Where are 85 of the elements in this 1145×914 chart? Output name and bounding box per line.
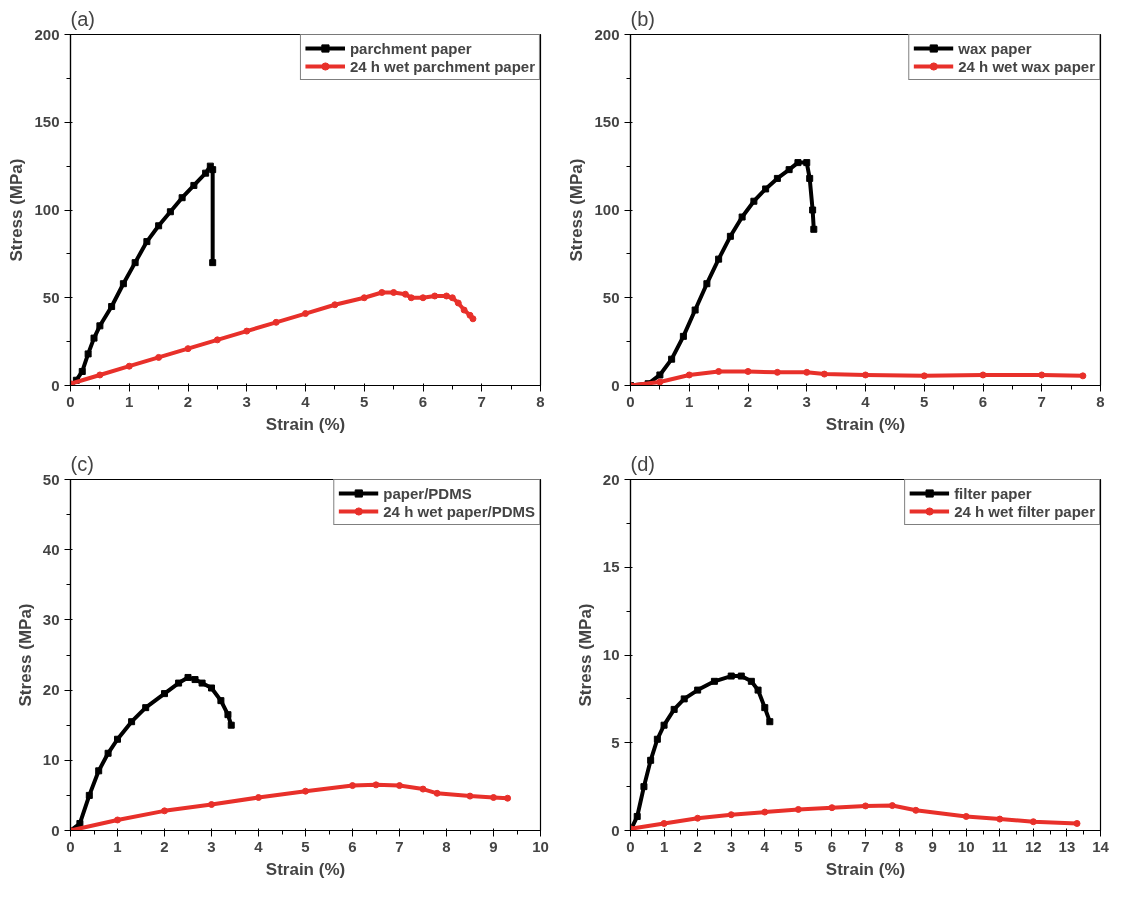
y-tick-label: 100 (34, 201, 60, 218)
x-tick-label: 0 (66, 837, 75, 855)
x-tick-label: 5 (920, 392, 929, 410)
x-tick-label: 6 (978, 392, 988, 410)
y-tick-label: 100 (594, 201, 620, 218)
y-axis-title: Stress (MPa) (567, 158, 587, 262)
x-tick-label: 4 (861, 392, 871, 410)
y-tick-label: 10 (602, 646, 620, 663)
x-tick-label: 7 (1037, 392, 1046, 410)
x-tick-label: 4 (760, 837, 770, 855)
y-tick-label: 0 (51, 821, 60, 839)
x-tick-label: 0 (626, 392, 635, 410)
legend-label: 24 h wet wax paper (958, 57, 1095, 75)
chart-title: (d) (630, 452, 655, 475)
y-tick-label: 20 (42, 681, 60, 699)
x-tick-label: 12 (1025, 837, 1042, 855)
y-tick-label: 10 (42, 751, 60, 769)
y-tick-label: 200 (594, 25, 620, 43)
x-tick-label: 2 (743, 392, 753, 410)
x-tick-label: 6 (827, 837, 837, 855)
x-tick-label: 3 (207, 837, 216, 855)
y-tick-label: 0 (611, 821, 620, 839)
y-tick-label: 50 (42, 470, 60, 488)
legend-label: parchment paper (349, 39, 472, 57)
y-tick-label: 50 (42, 288, 60, 306)
y-tick-label: 50 (602, 288, 620, 306)
x-tick-label: 3 (727, 837, 736, 855)
y-tick-label: 200 (34, 25, 60, 43)
x-axis-title: Strain (%) (825, 414, 906, 434)
x-tick-label: 9 (489, 837, 498, 855)
x-axis-title: Strain (%) (825, 859, 906, 879)
x-tick-label: 0 (66, 392, 75, 410)
chart-title: (b) (630, 7, 655, 30)
x-tick-label: 2 (183, 392, 193, 410)
x-tick-label: 0 (626, 837, 635, 855)
y-tick-label: 40 (42, 540, 60, 558)
y-tick-label: 15 (602, 558, 620, 576)
x-tick-label: 1 (113, 837, 122, 855)
x-tick-label: 4 (301, 392, 311, 410)
legend-label: 24 h wet filter paper (954, 502, 1095, 520)
y-tick-label: 0 (611, 376, 620, 394)
x-tick-label: 6 (418, 392, 428, 410)
x-tick-label: 5 (360, 392, 369, 410)
x-tick-label: 3 (802, 392, 811, 410)
x-tick-label: 8 (536, 392, 545, 410)
legend-label: paper/PDMS (383, 484, 472, 502)
x-tick-label: 5 (301, 837, 310, 855)
x-tick-label: 10 (957, 837, 975, 855)
y-tick-label: 150 (34, 113, 60, 131)
x-tick-label: 1 (659, 837, 669, 855)
y-axis-title: Stress (MPa) (7, 158, 27, 262)
x-tick-label: 10 (532, 837, 549, 855)
x-tick-label: 6 (348, 837, 357, 855)
x-tick-label: 8 (1096, 392, 1105, 410)
chart-title: (c) (70, 452, 94, 475)
x-axis-title: Strain (%) (265, 859, 346, 879)
y-tick-label: 0 (51, 376, 60, 394)
x-tick-label: 9 (928, 837, 937, 855)
y-tick-label: 20 (602, 470, 620, 488)
y-tick-label: 30 (42, 610, 60, 628)
y-axis-title: Stress (MPa) (575, 603, 595, 707)
x-tick-label: 5 (794, 837, 803, 855)
legend-label: filter paper (954, 484, 1032, 502)
legend-label: wax paper (958, 39, 1032, 57)
y-axis-title: Stress (MPa) (15, 603, 35, 707)
y-tick-label: 5 (611, 733, 620, 751)
x-tick-label: 8 (442, 837, 451, 855)
x-tick-label: 2 (693, 837, 702, 855)
x-tick-label: 4 (254, 837, 264, 855)
x-tick-label: 2 (160, 837, 169, 855)
y-tick-label: 150 (594, 113, 620, 131)
x-tick-label: 1 (685, 392, 694, 410)
legend-label: 24 h wet parchment paper (349, 57, 535, 75)
x-tick-label: 3 (242, 392, 251, 410)
x-tick-label: 8 (894, 837, 904, 855)
x-tick-label: 13 (1058, 837, 1076, 855)
x-tick-label: 7 (395, 837, 404, 855)
x-tick-label: 7 (477, 392, 486, 410)
x-tick-label: 7 (861, 837, 870, 855)
legend-label: 24 h wet paper/PDMS (383, 502, 535, 520)
chart-title: (a) (70, 7, 95, 30)
x-axis-title: Strain (%) (265, 414, 346, 434)
x-tick-label: 14 (1092, 837, 1110, 855)
x-tick-label: 1 (125, 392, 134, 410)
x-tick-label: 11 (991, 837, 1008, 855)
